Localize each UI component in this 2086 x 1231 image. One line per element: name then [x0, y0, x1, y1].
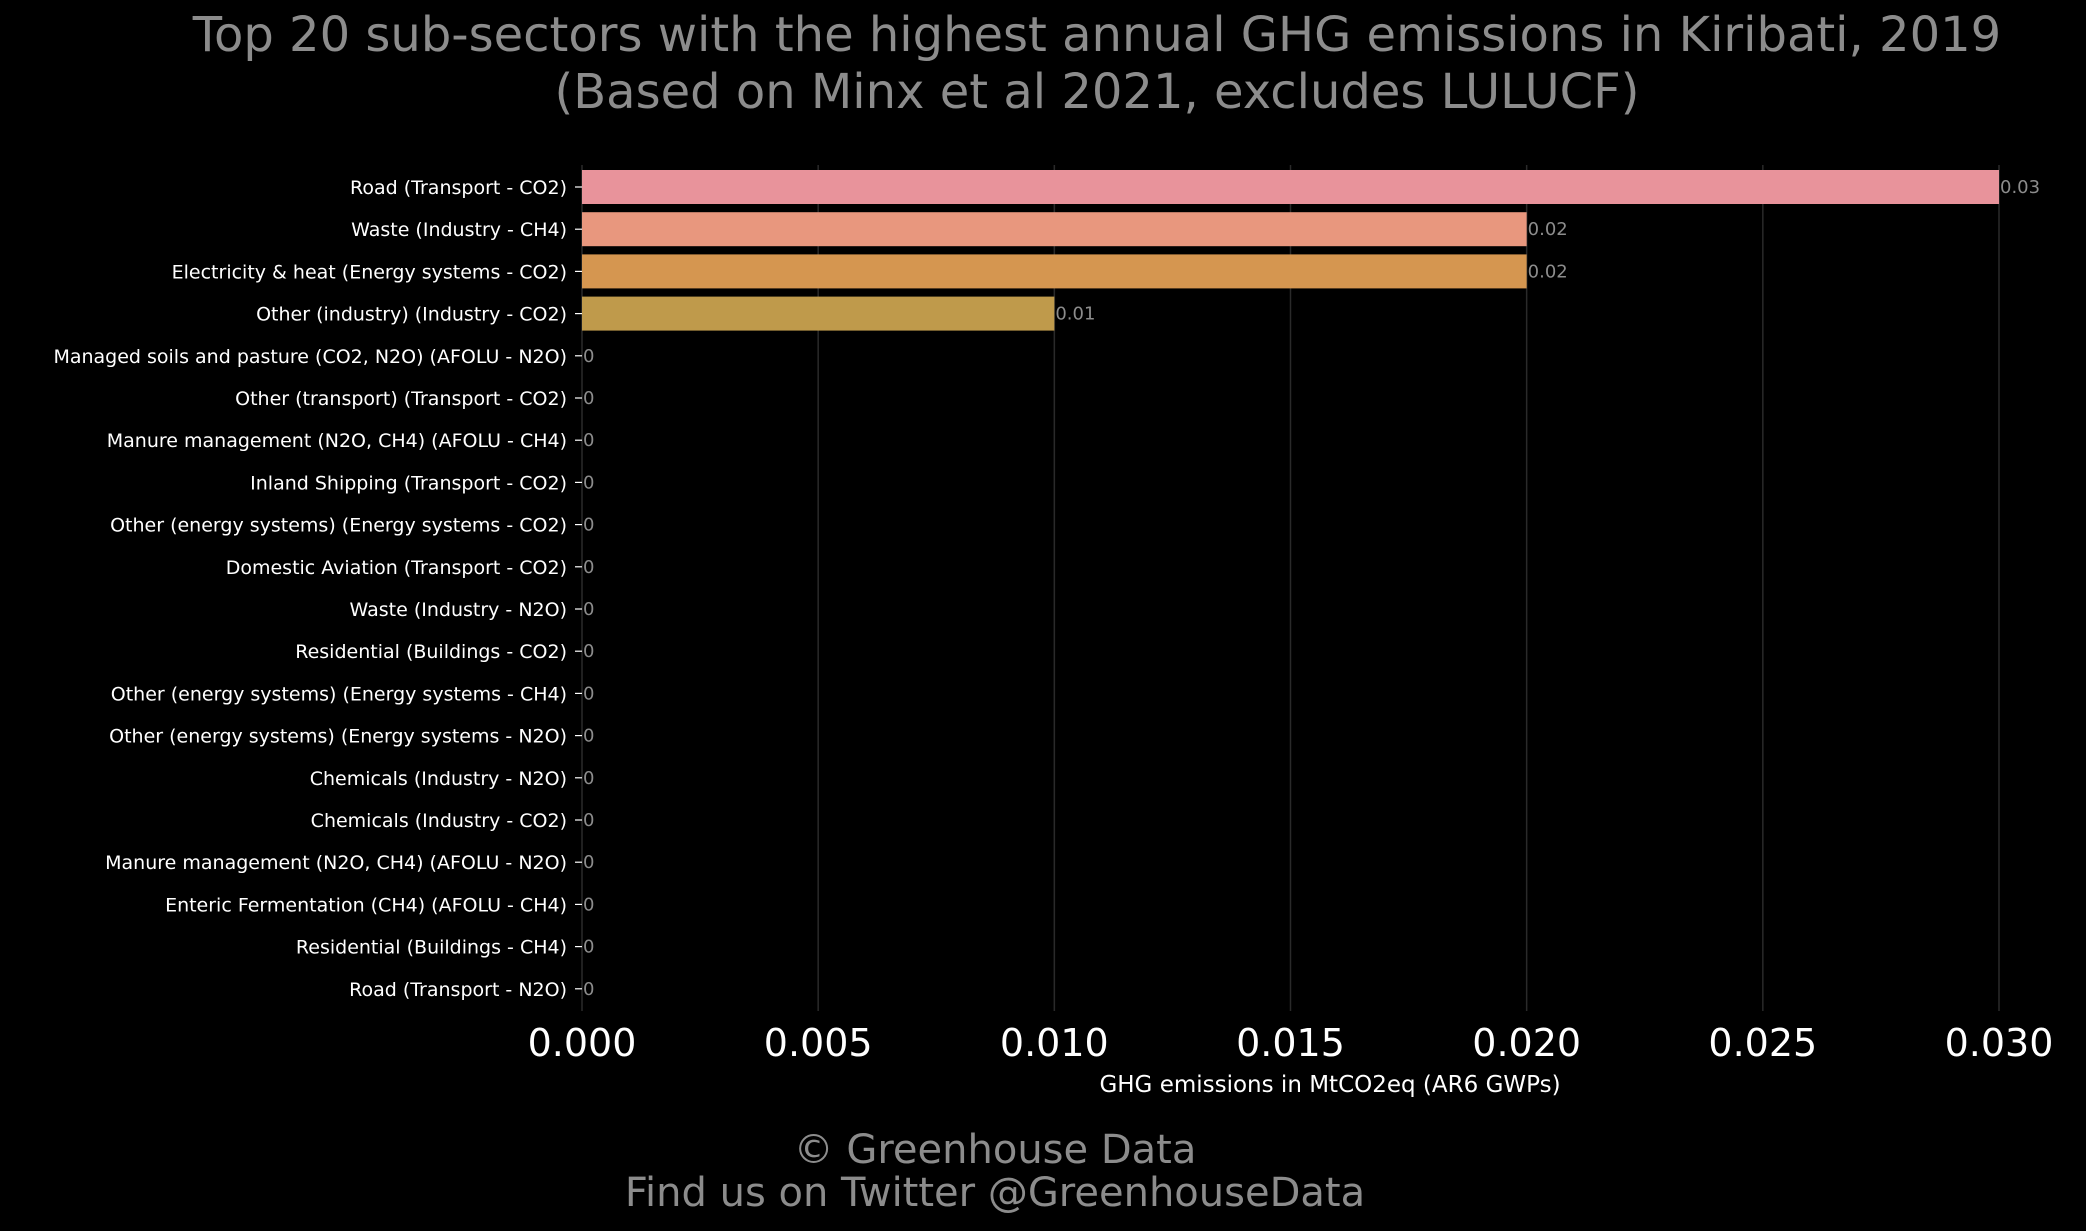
data-label: 0: [583, 852, 594, 873]
data-label: 0: [583, 430, 594, 451]
category-label: Waste (Industry - CH4): [351, 219, 567, 241]
chart-title-line-1: Top 20 sub-sectors with the highest annu…: [192, 7, 2001, 63]
category-label: Chemicals (Industry - N2O): [310, 768, 567, 790]
category-label: Manure management (N2O, CH4) (AFOLU - N2…: [105, 852, 567, 874]
data-label: 0.01: [1055, 304, 1095, 325]
x-tick-label: 0.030: [1945, 1021, 2054, 1065]
data-label: 0: [583, 937, 594, 958]
data-label: 0.02: [1528, 219, 1568, 240]
x-tick-label: 0.015: [1236, 1021, 1345, 1065]
category-label: Chemicals (Industry - CO2): [311, 810, 567, 832]
data-label: 0: [583, 472, 594, 493]
copyright-text: © Greenhouse Data: [794, 1127, 1197, 1173]
x-tick-label: 0.000: [528, 1021, 637, 1065]
category-label: Enteric Fermentation (CH4) (AFOLU - CH4): [165, 894, 567, 916]
category-label: Residential (Buildings - CH4): [296, 937, 567, 959]
category-label: Residential (Buildings - CO2): [295, 641, 567, 663]
twitter-handle-text: Find us on Twitter @GreenhouseData: [625, 1170, 1365, 1216]
x-axis-title: GHG emissions in MtCO2eq (AR6 GWPs): [1099, 1072, 1560, 1098]
x-tick-label: 0.005: [764, 1021, 873, 1065]
data-label: 0: [583, 768, 594, 789]
chart-title-line-2: (Based on Minx et al 2021, excludes LULU…: [555, 64, 1640, 120]
category-label: Inland Shipping (Transport - CO2): [250, 472, 567, 494]
data-label: 0: [583, 683, 594, 704]
data-label: 0: [583, 515, 594, 536]
category-label: Managed soils and pasture (CO2, N2O) (AF…: [53, 346, 567, 368]
data-label: 0: [583, 599, 594, 620]
value-labels: 0.03 0.02 0.02 0.01 0 0 0 0 0 0 0 0 0 0 0 0 0 0 0 0: [583, 177, 2040, 1000]
data-label: 0.03: [2000, 177, 2040, 198]
bar: [582, 296, 1055, 331]
bars: [582, 170, 1999, 331]
x-tick-label: 0.020: [1472, 1021, 1581, 1065]
data-label: 0: [583, 726, 594, 747]
data-label: 0: [583, 979, 594, 1000]
bar: [582, 254, 1527, 289]
x-axis-ticks: 0.000 0.005 0.010 0.015 0.020 0.025 0.030: [528, 1021, 2054, 1065]
category-labels: Road (Transport - CO2) Waste (Industry - …: [53, 177, 582, 1001]
category-label: Manure management (N2O, CH4) (AFOLU - CH…: [107, 430, 567, 452]
category-label: Other (energy systems) (Energy systems -…: [110, 515, 567, 537]
x-tick-label: 0.010: [1000, 1021, 1109, 1065]
data-label: 0.02: [1528, 261, 1568, 282]
category-label: Road (Transport - N2O): [349, 979, 567, 1001]
category-label: Other (energy systems) (Energy systems -…: [109, 726, 567, 748]
category-label: Other (transport) (Transport - CO2): [235, 388, 567, 410]
data-label: 0: [583, 894, 594, 915]
data-label: 0: [583, 557, 594, 578]
category-label: Domestic Aviation (Transport - CO2): [226, 557, 567, 579]
category-label: Electricity & heat (Energy systems - CO2…: [172, 261, 567, 283]
data-label: 0: [583, 388, 594, 409]
category-label: Other (energy systems) (Energy systems -…: [111, 683, 567, 705]
data-label: 0: [583, 346, 594, 367]
category-label: Waste (Industry - N2O): [350, 599, 567, 621]
grid-lines: [581, 165, 2000, 1011]
data-label: 0: [583, 641, 594, 662]
bar: [582, 170, 1999, 204]
category-label: Road (Transport - CO2): [350, 177, 567, 199]
data-label: 0: [583, 810, 594, 831]
category-label: Other (industry) (Industry - CO2): [256, 304, 567, 326]
bar: [582, 212, 1527, 247]
x-tick-label: 0.025: [1708, 1021, 1817, 1065]
